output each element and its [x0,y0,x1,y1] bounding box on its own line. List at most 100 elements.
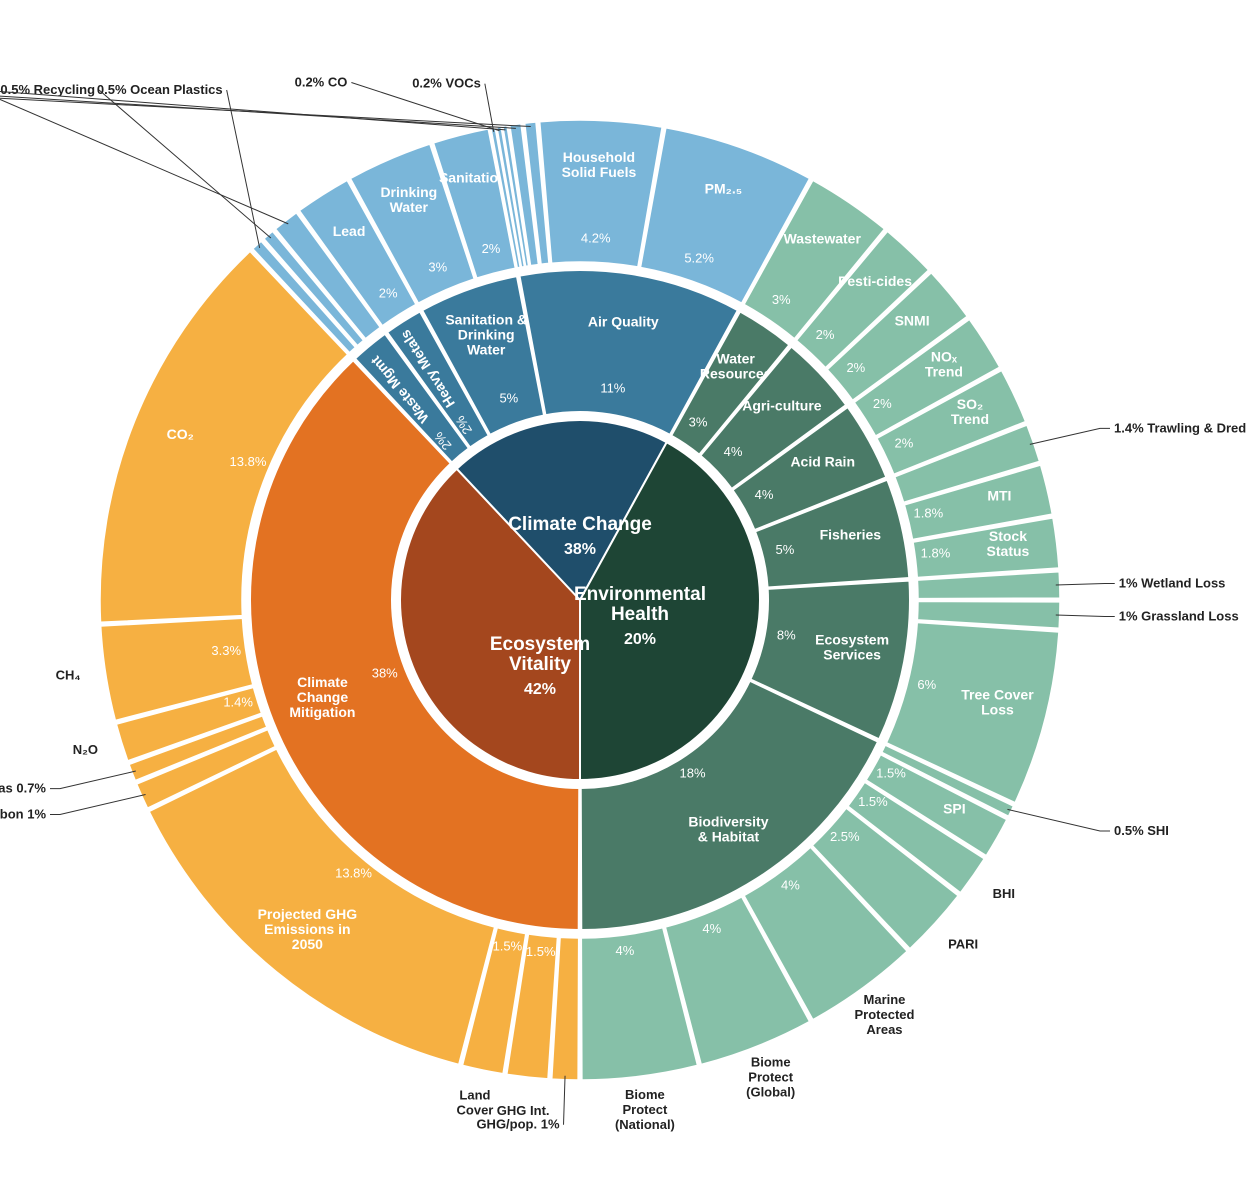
svg-text:PARI: PARI [948,937,978,952]
svg-text:Stock: Stock [989,528,1027,544]
svg-text:Status: Status [987,543,1030,559]
svg-text:3.3%: 3.3% [211,643,241,658]
svg-text:13.8%: 13.8% [335,865,372,880]
svg-text:MTI: MTI [987,488,1011,504]
svg-text:2%: 2% [873,396,892,411]
svg-text:5.2%: 5.2% [684,250,714,265]
svg-text:Cover: Cover [457,1103,494,1118]
svg-text:2%: 2% [895,436,914,451]
svg-text:3%: 3% [689,414,708,429]
svg-text:4%: 4% [702,921,721,936]
svg-text:NOₓ: NOₓ [931,349,958,365]
svg-text:Black Carbon 1%: Black Carbon 1% [0,807,46,822]
svg-text:4%: 4% [724,444,743,459]
svg-text:2%: 2% [816,327,835,342]
svg-text:Trend: Trend [951,411,989,427]
svg-text:Climate Change: Climate Change [508,514,652,535]
svg-text:Services: Services [823,646,881,662]
svg-text:Protect: Protect [623,1102,668,1117]
svg-text:1.8%: 1.8% [921,545,951,560]
svg-text:Areas: Areas [866,1022,902,1037]
svg-text:0.2% CO: 0.2% CO [295,75,348,90]
svg-text:42%: 42% [524,681,556,698]
svg-text:Water: Water [390,199,429,215]
svg-text:Wastewater: Wastewater [784,231,862,247]
svg-text:SNMI: SNMI [895,312,930,328]
svg-text:Fisheries: Fisheries [820,527,882,543]
svg-text:1% Wetland Loss: 1% Wetland Loss [1119,576,1226,591]
svg-text:1.8%: 1.8% [914,506,944,521]
svg-text:2%: 2% [846,360,865,375]
svg-text:Lead: Lead [333,223,366,239]
svg-text:1.4%: 1.4% [223,694,253,709]
svg-text:4%: 4% [781,878,800,893]
svg-text:6%: 6% [917,677,936,692]
svg-text:CO₂: CO₂ [167,426,194,442]
svg-text:2%: 2% [379,286,398,301]
svg-text:Health: Health [611,604,669,625]
svg-text:Ecosystem: Ecosystem [490,634,590,655]
svg-text:Resources: Resources [700,365,772,381]
svg-text:1% Grassland Loss: 1% Grassland Loss [1119,608,1239,623]
svg-text:1.5%: 1.5% [876,765,906,780]
svg-text:4.2%: 4.2% [581,230,611,245]
svg-text:Sanitation: Sanitation [439,170,507,186]
svg-text:0.2% VOCs: 0.2% VOCs [412,76,481,91]
svg-text:Projected GHG: Projected GHG [258,906,358,922]
svg-text:Air Quality: Air Quality [588,313,659,329]
svg-text:F-Gas 0.7%: F-Gas 0.7% [0,781,46,796]
svg-text:(National): (National) [615,1117,675,1132]
svg-text:Climate: Climate [297,674,348,690]
svg-text:Ecosystem: Ecosystem [815,631,889,647]
inner-ring: Climate Change 38% EnvironmentalHealth 20% E… [400,420,760,780]
svg-text:SO₂: SO₂ [957,396,983,412]
svg-text:13.8%: 13.8% [230,454,267,469]
svg-text:0.5% Ocean Plastics: 0.5% Ocean Plastics [97,82,223,97]
svg-text:Marine: Marine [864,992,906,1007]
svg-text:Solid Fuels: Solid Fuels [562,164,637,180]
svg-text:Change: Change [297,689,349,705]
svg-text:5%: 5% [499,390,518,405]
svg-text:Water: Water [717,350,756,366]
svg-text:0.5% SHI: 0.5% SHI [1114,823,1169,838]
svg-text:18%: 18% [680,765,706,780]
svg-text:SPI: SPI [943,801,966,817]
svg-text:1.5%: 1.5% [526,944,556,959]
svg-text:Trend: Trend [925,364,963,380]
svg-text:(Global): (Global) [746,1085,795,1100]
svg-text:Tree Cover: Tree Cover [961,687,1034,703]
svg-text:& Habitat: & Habitat [698,828,760,844]
svg-text:38%: 38% [564,541,596,558]
svg-text:11%: 11% [600,381,625,396]
sunburst-chart: Climate Change 38% EnvironmentalHealth 20% E… [0,0,1246,1200]
svg-text:Acid Rain: Acid Rain [790,454,855,470]
svg-text:Sanitation &: Sanitation & [445,311,527,327]
svg-text:4%: 4% [755,487,774,502]
svg-text:3%: 3% [428,259,447,274]
svg-text:Water: Water [467,341,506,357]
svg-text:Biome: Biome [751,1055,791,1070]
svg-text:Household: Household [563,149,635,165]
svg-text:CH₄: CH₄ [56,667,81,682]
svg-text:Agri-culture: Agri-culture [742,397,822,413]
svg-text:1.4% Trawling & Dredging: 1.4% Trawling & Dredging [1114,420,1246,435]
svg-text:Loss: Loss [981,702,1014,718]
svg-text:20%: 20% [624,631,656,648]
svg-text:Environmental: Environmental [574,584,706,605]
svg-text:BHI: BHI [993,886,1015,901]
svg-text:Protect: Protect [748,1070,793,1085]
svg-text:Protected: Protected [854,1007,914,1022]
svg-text:8%: 8% [777,627,796,642]
svg-text:Land: Land [459,1088,490,1103]
svg-text:2%: 2% [482,241,501,256]
svg-text:Vitality: Vitality [509,654,571,675]
svg-text:Drinking: Drinking [458,326,515,342]
svg-text:PM₂.₅: PM₂.₅ [705,181,743,197]
svg-text:4%: 4% [615,943,634,958]
svg-text:Mitigation: Mitigation [289,704,355,720]
svg-text:1.5%: 1.5% [858,794,888,809]
svg-text:Biodiversity: Biodiversity [688,813,768,829]
svg-text:1.5%: 1.5% [493,939,523,954]
svg-text:3%: 3% [772,292,791,307]
svg-text:GHG Int.: GHG Int. [497,1103,550,1118]
